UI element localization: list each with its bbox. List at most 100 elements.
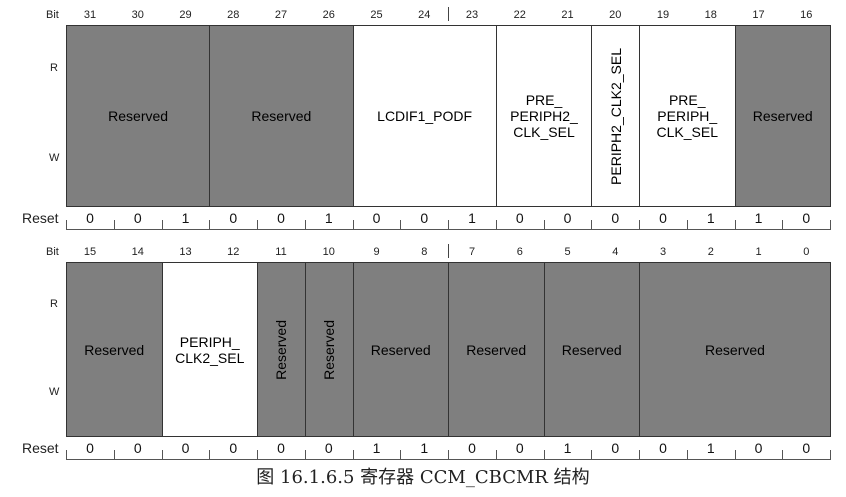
reset-value: 0 [133, 210, 142, 226]
register-row-high: Bit R W Reset 31 30 29 28 27 26 25 24 23 22 21 20 19 18 17… [0, 0, 846, 235]
reserved-field: Reserved [209, 25, 354, 207]
reset-tick [209, 450, 211, 460]
reset-tick [591, 450, 593, 460]
register-field: LCDIF1_PODF [352, 25, 497, 207]
reset-value: 1 [754, 210, 763, 226]
field-name: PRE_ PERIPH2_ CLK_SEL [510, 92, 578, 140]
field-name: LCDIF1_PODF [377, 108, 473, 124]
field-name: Reserved [108, 108, 169, 124]
bit-number: 31 [83, 9, 97, 21]
reset-tick [304, 450, 306, 460]
reset-value: 0 [372, 210, 381, 226]
field-name: PERIPH_ CLK2_SEL [175, 333, 245, 366]
byte-divider [448, 244, 449, 258]
bit-number: 6 [516, 246, 523, 258]
reset-tick [113, 450, 115, 460]
field-name: PERIPH2_CLK2_SEL [607, 47, 624, 185]
field-name: Reserved [752, 108, 813, 124]
reset-tick [209, 220, 211, 230]
reserved-field: Reserved [639, 262, 831, 437]
reset-tick [734, 450, 736, 460]
reset-value: 1 [324, 210, 333, 226]
reset-tick [161, 450, 163, 460]
field-name: Reserved [370, 341, 431, 358]
bit-number: 25 [370, 9, 383, 21]
field-name: Reserved [705, 341, 765, 358]
reset-label: Reset [22, 210, 59, 226]
reset-tick [782, 220, 784, 230]
bit-number: 3 [659, 246, 667, 258]
reset-value: 0 [611, 210, 620, 226]
reset-value: 0 [324, 440, 333, 456]
field-name: Reserved [84, 341, 145, 358]
reset-value: 0 [468, 440, 476, 456]
bit-number: 16 [800, 9, 813, 21]
bit-number: 11 [275, 246, 287, 258]
reserved-field: Reserved [66, 262, 163, 437]
reset-tick [113, 220, 115, 230]
bit-number: 28 [227, 9, 240, 21]
reserved-field: Reserved [257, 262, 306, 437]
bit-number: 4 [612, 246, 619, 258]
bit-number: 17 [752, 9, 765, 21]
field-name: Reserved [273, 319, 290, 380]
reserved-field: Reserved [352, 262, 449, 437]
reset-value: 0 [515, 440, 524, 456]
reset-tick [448, 220, 449, 230]
register-field: PERIPH2_CLK2_SEL [591, 25, 640, 207]
bit-number: 23 [465, 9, 479, 21]
reset-value: 0 [802, 210, 811, 226]
bit-number: 0 [803, 246, 810, 258]
bit-number: 8 [421, 246, 428, 258]
reset-tick [400, 220, 402, 230]
reset-tick [734, 220, 736, 230]
reset-value: 0 [229, 440, 238, 456]
reset-tick [830, 450, 831, 460]
reset-tick [830, 220, 831, 230]
bit-number: 18 [704, 9, 717, 21]
reset-tick [495, 220, 497, 230]
reset-value: 0 [659, 210, 667, 226]
reserved-field: Reserved [734, 25, 831, 207]
bit-number: 27 [274, 9, 288, 21]
bit-number: 13 [179, 246, 192, 258]
read-label: R [50, 298, 58, 310]
bit-number: 10 [322, 246, 335, 258]
reset-tick [686, 220, 688, 230]
reset-value: 1 [706, 210, 715, 226]
reset-tick [352, 450, 354, 460]
field-name: PRE_ PERIPH_ CLK_SEL [656, 92, 718, 140]
reset-value: 0 [181, 440, 190, 456]
reset-tick [66, 450, 67, 460]
reset-value: 0 [133, 440, 142, 456]
bit-number: 22 [513, 9, 526, 21]
bit-number: 5 [564, 246, 571, 258]
figure-caption: 图 16.1.6.5 寄存器 CCM_CBCMR 结构 [256, 467, 590, 488]
reset-value: 0 [802, 440, 811, 456]
field-name: Reserved [251, 108, 312, 124]
field-name: Reserved [321, 319, 338, 380]
reset-value: 1 [181, 210, 190, 226]
read-label: R [50, 62, 58, 74]
bit-number: 2 [707, 246, 714, 258]
field-name: Reserved [561, 341, 622, 358]
reset-tick [257, 450, 258, 460]
bit-number: 9 [373, 246, 380, 258]
bit-number: 15 [83, 246, 97, 258]
reset-tick [495, 450, 497, 460]
reset-value: 0 [277, 210, 285, 226]
reset-label: Reset [22, 440, 59, 456]
register-row-low: Bit R W Reset 15 14 13 12 11 10 9 8 7 6 5 4 3 2 1 0 Reserved… [0, 238, 846, 460]
reset-value: 0 [515, 210, 524, 226]
byte-divider [448, 7, 449, 21]
reset-tick [66, 220, 67, 230]
reset-value: 0 [754, 440, 763, 456]
reset-tick [304, 220, 306, 230]
register-field: PERIPH_ CLK2_SEL [161, 262, 258, 437]
reset-tick [400, 450, 402, 460]
bit-number: 24 [418, 9, 431, 21]
reset-value: 0 [611, 440, 620, 456]
bit-number: 14 [131, 246, 144, 258]
reset-value: 1 [563, 440, 572, 456]
reset-value: 0 [86, 440, 94, 456]
